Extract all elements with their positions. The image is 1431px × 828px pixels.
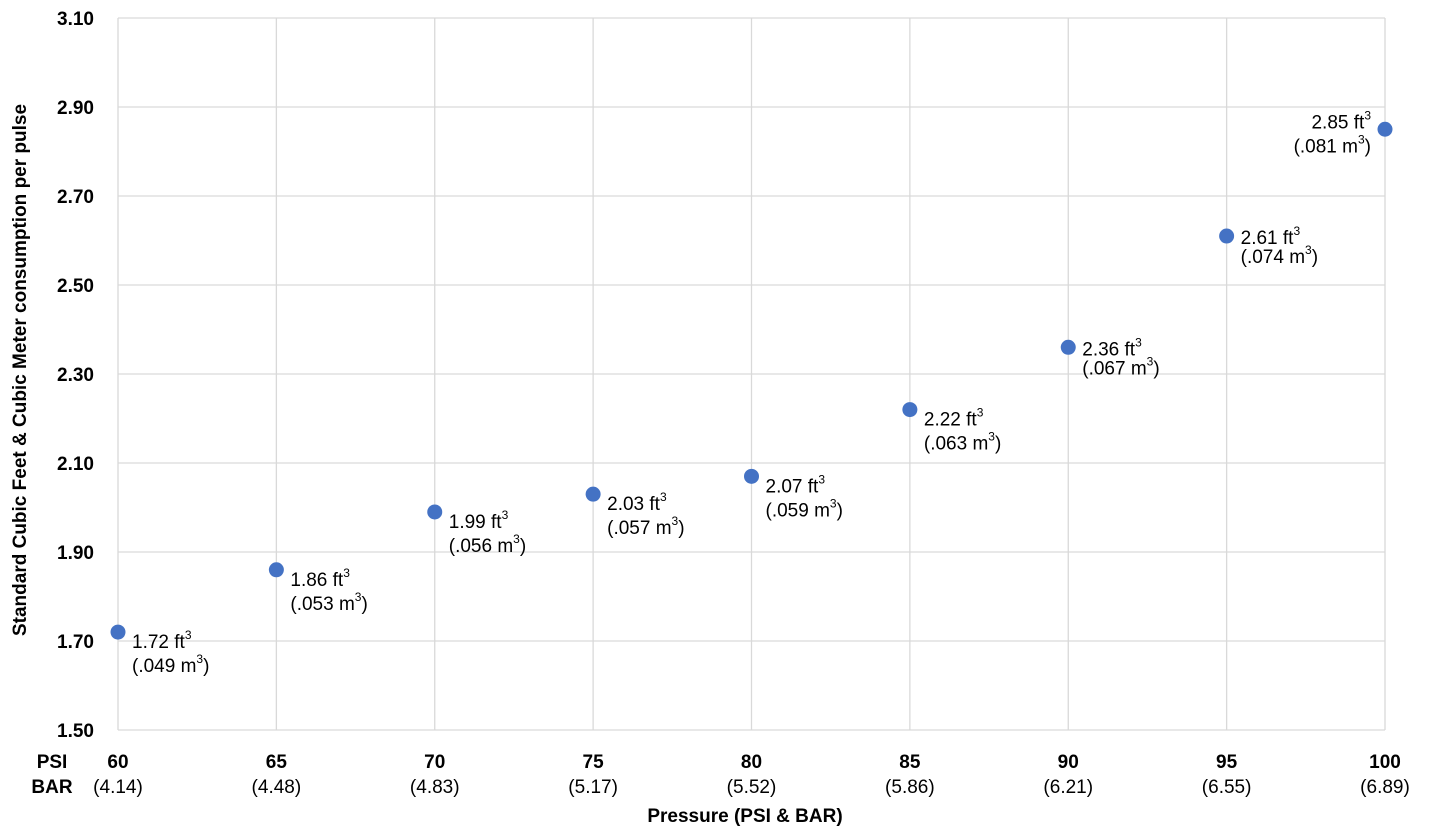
data-point	[427, 504, 443, 520]
y-tick-label: 1.90	[57, 543, 94, 564]
data-label-ft: 1.86 ft3	[290, 566, 350, 591]
data-labels: 1.72 ft3(.049 m3) 1.86 ft3(.053 m3) 1.99 f…	[132, 108, 1371, 677]
x-tick-psi: 65	[266, 752, 288, 773]
y-axis-title: Standard Cubic Feet & Cubic Meter consum…	[10, 104, 31, 636]
x-tick-psi: 100	[1369, 752, 1401, 773]
y-tick-label: 2.90	[57, 98, 94, 119]
y-tick-label: 2.30	[57, 365, 94, 386]
data-point	[1060, 339, 1076, 355]
data-points	[110, 121, 1393, 640]
data-point	[744, 468, 759, 484]
data-label-m: (.057 m3)	[607, 514, 684, 539]
data-label-ft: 2.07 ft3	[766, 472, 826, 497]
data-point	[902, 402, 918, 418]
x-row-label-psi: PSI	[37, 752, 68, 773]
y-axis-ticks: 3.10 2.90 2.70 2.50 2.30 2.10 1.90 1.70 1.50	[57, 9, 94, 742]
data-label-ft: 2.22 ft3	[924, 406, 984, 431]
x-tick-psi: 80	[741, 752, 762, 773]
x-tick-psi: 60	[107, 752, 128, 773]
x-row-label-bar: BAR	[31, 777, 72, 798]
data-label-m: (.074 m3)	[1241, 243, 1318, 268]
x-tick-bar: (6.21)	[1043, 777, 1093, 798]
data-label-m: (.067 m3)	[1082, 354, 1159, 379]
data-point	[1377, 121, 1393, 137]
data-label-m: (.059 m3)	[766, 496, 843, 521]
x-tick-psi: 95	[1216, 752, 1238, 773]
x-tick-bar: (4.83)	[410, 777, 460, 798]
x-axis-ticks: 60 (4.14) 65 (4.48) 70 (4.83) 75 (5.17) 80 (5.52)…	[31, 752, 1409, 798]
x-tick-psi: 75	[583, 752, 605, 773]
grid-lines	[117, 17, 1386, 731]
data-point	[110, 624, 126, 640]
data-label-m: (.081 m3)	[1294, 132, 1371, 157]
x-tick-bar: (5.52)	[727, 777, 777, 798]
y-tick-label: 1.50	[57, 721, 94, 742]
data-point	[585, 486, 601, 502]
data-label-ft: 2.61 ft3	[1241, 224, 1301, 249]
x-tick-bar: (6.55)	[1202, 777, 1252, 798]
data-label-ft: 2.85 ft3	[1311, 108, 1371, 133]
y-tick-label: 1.70	[57, 632, 94, 653]
data-label-ft: 1.99 ft3	[449, 508, 509, 533]
y-tick-label: 2.10	[57, 454, 94, 475]
x-tick-psi: 85	[899, 752, 921, 773]
x-tick-bar: (4.48)	[252, 777, 302, 798]
x-tick-psi: 90	[1058, 752, 1079, 773]
x-tick-bar: (5.86)	[885, 777, 935, 798]
data-label-ft: 2.36 ft3	[1082, 335, 1142, 360]
x-tick-bar: (6.89)	[1360, 777, 1410, 798]
y-tick-label: 2.70	[57, 187, 94, 208]
x-tick-bar: (4.14)	[93, 777, 143, 798]
y-tick-label: 2.50	[57, 276, 94, 297]
data-point	[268, 562, 284, 578]
data-point	[1219, 228, 1235, 244]
x-axis-title: Pressure (PSI & BAR)	[647, 806, 842, 827]
data-label-ft: 1.72 ft3	[132, 628, 192, 653]
x-tick-psi: 70	[424, 752, 445, 773]
data-label-m: (.049 m3)	[132, 652, 209, 677]
data-label-ft: 2.03 ft3	[607, 490, 667, 515]
data-label-m: (.053 m3)	[290, 590, 367, 615]
data-label-m: (.056 m3)	[449, 532, 526, 557]
y-tick-label: 3.10	[57, 9, 94, 30]
data-label-m: (.063 m3)	[924, 430, 1001, 455]
x-tick-bar: (5.17)	[568, 777, 618, 798]
